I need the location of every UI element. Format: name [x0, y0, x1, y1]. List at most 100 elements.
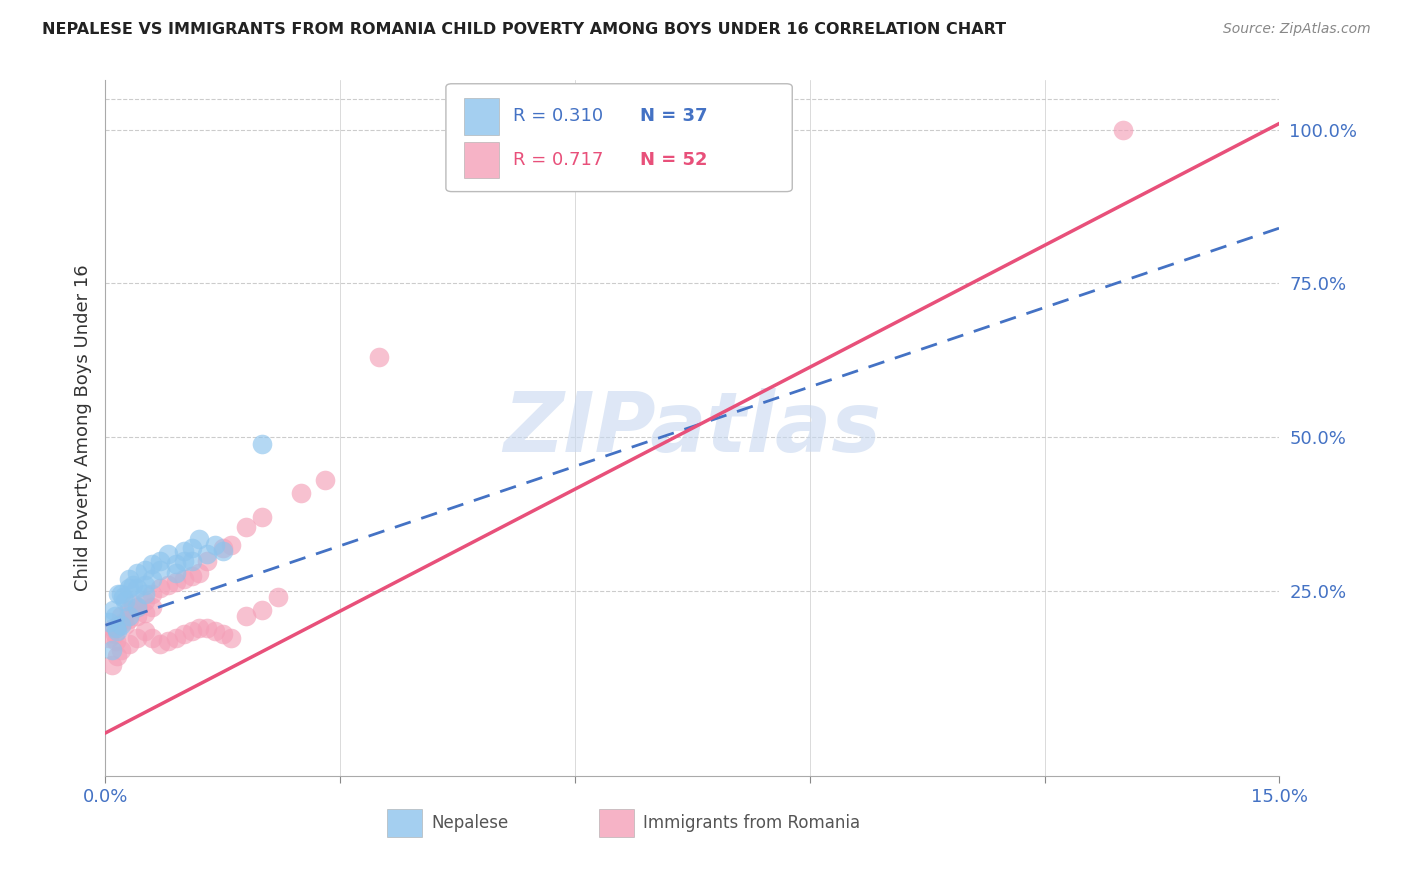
Point — [368, 351, 391, 365]
Bar — [387, 809, 422, 837]
Point — [204, 624, 226, 639]
Point — [104, 609, 127, 624]
Point — [100, 642, 122, 657]
Point — [211, 541, 233, 556]
Point — [180, 624, 202, 639]
Point — [134, 578, 156, 592]
Point — [105, 648, 128, 663]
Point — [110, 618, 132, 632]
Point — [157, 548, 180, 562]
Point — [165, 575, 187, 590]
Point — [235, 609, 257, 624]
Point — [173, 627, 195, 641]
Point — [110, 609, 132, 624]
Text: N = 37: N = 37 — [640, 107, 707, 126]
Point — [103, 621, 125, 635]
Point — [149, 553, 172, 567]
Point — [105, 624, 128, 639]
FancyBboxPatch shape — [446, 84, 792, 192]
Point — [180, 541, 202, 556]
Point — [118, 612, 141, 626]
Point — [165, 631, 187, 645]
Point — [290, 485, 312, 500]
Text: N = 52: N = 52 — [640, 151, 707, 169]
Point — [141, 587, 163, 601]
Point — [149, 637, 172, 651]
Point — [250, 510, 273, 524]
Point — [98, 615, 121, 629]
Point — [211, 544, 233, 558]
Point — [195, 621, 218, 635]
Point — [1112, 122, 1135, 136]
Point — [105, 621, 128, 635]
Text: Nepalese: Nepalese — [432, 814, 509, 831]
Point — [250, 603, 273, 617]
Y-axis label: Child Poverty Among Boys Under 16: Child Poverty Among Boys Under 16 — [73, 265, 91, 591]
Point — [127, 599, 149, 614]
Point — [107, 587, 129, 601]
Point — [118, 609, 141, 624]
Point — [103, 603, 125, 617]
Point — [266, 591, 288, 605]
Point — [149, 581, 172, 595]
Text: NEPALESE VS IMMIGRANTS FROM ROMANIA CHILD POVERTY AMONG BOYS UNDER 16 CORRELATIO: NEPALESE VS IMMIGRANTS FROM ROMANIA CHIL… — [42, 22, 1007, 37]
Point — [125, 581, 148, 595]
Text: R = 0.717: R = 0.717 — [513, 151, 603, 169]
Point — [118, 572, 141, 586]
Bar — [464, 142, 499, 178]
Point — [149, 563, 172, 577]
Point — [98, 631, 121, 645]
Point — [111, 615, 134, 629]
Point — [118, 637, 141, 651]
Text: R = 0.310: R = 0.310 — [513, 107, 603, 126]
Point — [314, 474, 336, 488]
Point — [219, 538, 242, 552]
Point — [118, 603, 141, 617]
Point — [121, 578, 143, 592]
Point — [111, 591, 134, 605]
Point — [105, 633, 128, 648]
Point — [141, 557, 163, 571]
Point — [195, 553, 218, 567]
Point — [180, 569, 202, 583]
Point — [188, 566, 211, 580]
Point — [134, 606, 156, 620]
Point — [165, 566, 187, 580]
Text: ZIPatlas: ZIPatlas — [503, 388, 882, 468]
Point — [204, 538, 226, 552]
Point — [235, 519, 257, 533]
Point — [219, 631, 242, 645]
Bar — [464, 98, 499, 135]
Point — [157, 578, 180, 592]
Point — [125, 609, 148, 624]
Point — [134, 624, 156, 639]
Point — [173, 553, 195, 567]
Point — [141, 599, 163, 614]
Point — [107, 618, 129, 632]
Point — [250, 436, 273, 450]
Point — [125, 566, 148, 580]
Point — [114, 618, 136, 632]
Point — [104, 627, 127, 641]
Point — [134, 593, 156, 607]
Point — [173, 572, 195, 586]
Text: Immigrants from Romania: Immigrants from Romania — [643, 814, 860, 831]
Text: Source: ZipAtlas.com: Source: ZipAtlas.com — [1223, 22, 1371, 37]
Point — [110, 642, 132, 657]
Point — [118, 581, 141, 595]
Point — [110, 587, 132, 601]
Point — [121, 597, 143, 611]
Point — [173, 544, 195, 558]
Point — [165, 557, 187, 571]
Point — [157, 633, 180, 648]
Point — [180, 553, 202, 567]
Point — [125, 631, 148, 645]
Point — [141, 631, 163, 645]
Point — [188, 621, 211, 635]
Point — [188, 532, 211, 546]
Point — [141, 572, 163, 586]
Point — [114, 593, 136, 607]
Point — [125, 599, 148, 614]
Point — [134, 587, 156, 601]
Point — [195, 548, 218, 562]
